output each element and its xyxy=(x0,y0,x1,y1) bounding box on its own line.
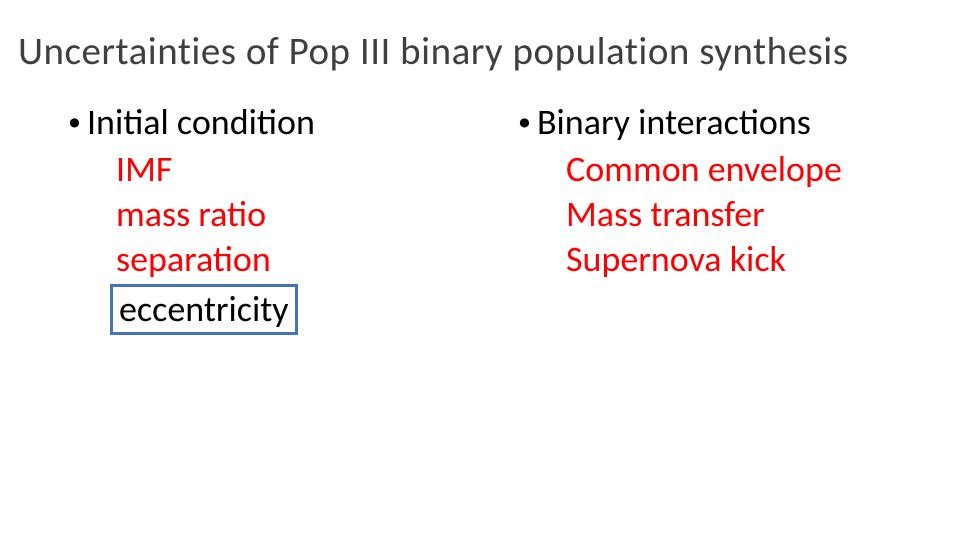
bullet-initial-condition: • Initial condition xyxy=(68,100,480,145)
left-item-mass-ratio: mass ratio xyxy=(116,192,480,237)
right-item-common-envelope: Common envelope xyxy=(566,147,960,192)
right-header: Binary interactions xyxy=(537,100,811,145)
left-item-eccentricity-wrap: eccentricity xyxy=(116,282,480,335)
left-column: • Initial condition IMF mass ratio separ… xyxy=(0,100,480,335)
right-item-mass-transfer: Mass transfer xyxy=(566,192,960,237)
bullet-dot-icon: • xyxy=(68,105,81,138)
left-item-separation: separation xyxy=(116,237,480,282)
left-header: Initial condition xyxy=(87,100,315,145)
right-item-supernova-kick: Supernova kick xyxy=(566,237,960,282)
content-columns: • Initial condition IMF mass ratio separ… xyxy=(0,100,960,335)
left-item-eccentricity: eccentricity xyxy=(110,284,298,335)
left-item-imf: IMF xyxy=(116,147,480,192)
bullet-binary-interactions: • Binary interactions xyxy=(518,100,960,145)
right-column: • Binary interactions Common envelope Ma… xyxy=(480,100,960,335)
slide-title: Uncertainties of Pop III binary populati… xyxy=(18,28,942,75)
bullet-dot-icon: • xyxy=(518,105,531,138)
slide: Uncertainties of Pop III binary populati… xyxy=(0,0,960,540)
